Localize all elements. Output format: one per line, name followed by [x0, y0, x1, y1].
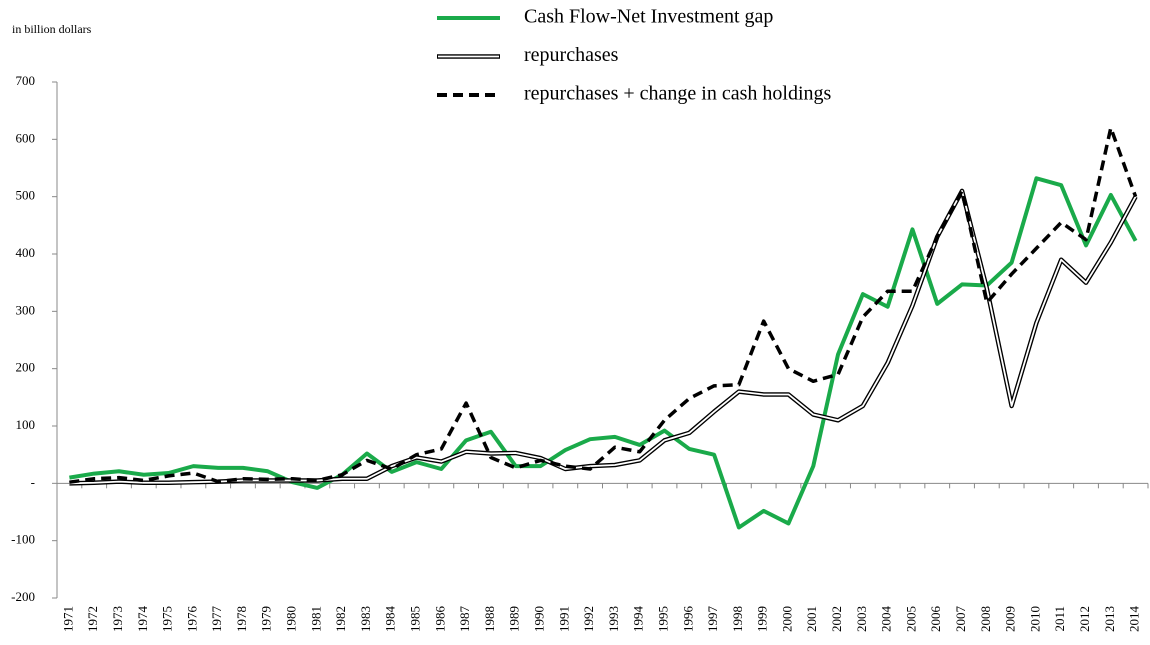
legend-label: repurchases + change in cash holdings — [524, 83, 832, 105]
x-tick-label: 1971 — [60, 606, 75, 632]
x-tick-label: 2009 — [1003, 606, 1018, 632]
x-tick-label: 1986 — [432, 606, 447, 633]
x-tick-label: 2012 — [1077, 606, 1092, 632]
y-tick-label: 600 — [16, 130, 36, 145]
x-tick-label: 1998 — [730, 606, 745, 632]
x-tick-label: 2002 — [829, 606, 844, 632]
x-tick-label: 1981 — [308, 606, 323, 632]
legend-label: repurchases — [524, 44, 619, 66]
x-tick-label: 1973 — [110, 606, 125, 632]
x-tick-label: 2011 — [1052, 606, 1067, 632]
y-tick-label: 700 — [16, 73, 36, 88]
x-tick-label: 2004 — [879, 606, 894, 633]
series-line — [69, 126, 1138, 484]
y-tick-label: -100 — [11, 532, 35, 547]
x-tick-label: 2003 — [854, 606, 869, 632]
x-tick-label: 1990 — [531, 606, 546, 632]
x-tick-label: 1992 — [581, 606, 596, 632]
y-tick-label: 300 — [16, 302, 36, 317]
y-tick-label: 400 — [16, 245, 36, 260]
x-tick-label: 1980 — [284, 606, 299, 632]
x-tick-label: 1982 — [333, 606, 348, 632]
x-tick-label: 1983 — [358, 606, 373, 632]
x-tick-label: 1975 — [160, 606, 175, 632]
x-tick-label: 1972 — [85, 606, 100, 632]
x-tick-label: 1987 — [457, 606, 472, 633]
x-tick-label: 1995 — [655, 606, 670, 632]
x-tick-label: 1984 — [383, 606, 398, 633]
subtitle: in billion dollars — [12, 22, 92, 36]
x-tick-label: 2008 — [978, 606, 993, 632]
x-tick-label: 1993 — [606, 606, 621, 632]
x-tick-label: 2007 — [953, 606, 968, 633]
y-tick-label: -200 — [11, 589, 35, 604]
x-tick-label: 1989 — [507, 606, 522, 632]
x-tick-label: 1974 — [135, 606, 150, 633]
x-tick-label: 2010 — [1027, 606, 1042, 632]
x-tick-label: 1994 — [631, 606, 646, 633]
x-tick-label: 1976 — [184, 606, 199, 633]
x-tick-label: 2000 — [779, 606, 794, 632]
x-tick-label: 1996 — [680, 606, 695, 633]
x-tick-label: 1999 — [755, 606, 770, 632]
x-tick-label: 1977 — [209, 606, 224, 633]
series-line — [69, 176, 1138, 530]
x-tick-label: 1979 — [259, 606, 274, 632]
x-tick-label: 2001 — [804, 606, 819, 632]
x-tick-label: 2013 — [1102, 606, 1117, 632]
x-tick-label: 1997 — [705, 606, 720, 633]
y-tick-label: 200 — [16, 360, 36, 375]
x-tick-label: 2006 — [928, 606, 943, 633]
x-tick-label: 1978 — [234, 606, 249, 632]
y-tick-label: - — [31, 474, 35, 489]
y-tick-label: 100 — [16, 417, 36, 432]
x-tick-label: 1988 — [482, 606, 497, 632]
x-tick-label: 2014 — [1127, 606, 1142, 633]
y-tick-label: 500 — [16, 188, 36, 203]
x-tick-label: 2005 — [903, 606, 918, 632]
legend-label: Cash Flow-Net Investment gap — [524, 6, 773, 28]
x-tick-label: 1985 — [408, 606, 423, 632]
x-tick-label: 1991 — [556, 606, 571, 632]
